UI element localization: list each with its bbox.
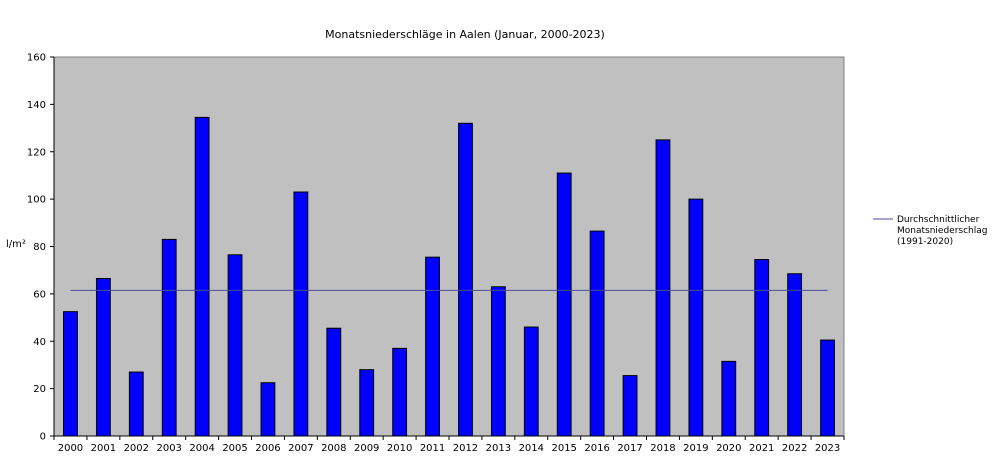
bar-2008 [326, 327, 342, 437]
bar-2002 [128, 371, 144, 437]
legend-label-line: Durchschnittlicher [897, 215, 980, 225]
bar-2007 [293, 191, 309, 437]
bar-2020 [721, 360, 737, 437]
bar-2006 [260, 382, 276, 437]
bar-2001 [95, 277, 111, 437]
y-tick-label: 40 [33, 337, 46, 348]
bar-2021 [754, 259, 770, 437]
bar-series [63, 116, 835, 437]
x-tick-label: 2001 [91, 443, 116, 454]
y-tick-label: 120 [27, 147, 46, 158]
x-tick-label: 2016 [584, 443, 609, 454]
y-tick-label: 140 [27, 100, 46, 111]
bar-2014 [523, 326, 539, 437]
bar-2003 [161, 238, 177, 437]
bar-2004 [194, 116, 210, 437]
bar-2005 [227, 254, 243, 437]
y-tick-label: 80 [33, 242, 46, 253]
x-tick-label: 2000 [58, 443, 83, 454]
bar-2017 [622, 375, 638, 437]
x-tick-label: 2012 [453, 443, 478, 454]
x-tick-label: 2009 [354, 443, 379, 454]
x-tick-label: 2011 [420, 443, 445, 454]
plot-area [53, 56, 845, 437]
y-tick-label: 0 [40, 432, 46, 443]
y-tick-label: 100 [27, 195, 46, 206]
x-tick-label: 2022 [782, 443, 807, 454]
bar-2010 [392, 347, 408, 437]
x-tick-label: 2003 [156, 443, 181, 454]
bar-2013 [490, 286, 506, 437]
bar-2022 [787, 273, 803, 437]
x-tick-label: 2002 [124, 443, 149, 454]
legend-label-line: Monatsniederschlag [897, 226, 987, 236]
x-tick-label: 2005 [222, 443, 247, 454]
x-tick-label: 2008 [321, 443, 346, 454]
x-axis: 2000 2001 2002 2003 2004 2005 2006 2007 2008 2009… [53, 435, 845, 454]
bar-2009 [359, 369, 375, 437]
legend: Durchschnittlicher Monatsniederschlag (199… [873, 215, 987, 247]
x-tick-label: 2015 [551, 443, 576, 454]
x-tick-label: 2004 [189, 443, 214, 454]
x-tick-label: 2020 [716, 443, 741, 454]
y-tick-label: 160 [27, 53, 46, 64]
bar-2000 [63, 311, 78, 437]
bar-2023 [820, 339, 835, 437]
x-tick-label: 2021 [749, 443, 774, 454]
bar-2015 [556, 172, 572, 437]
y-tick-label: 60 [33, 289, 46, 300]
legend-label: Durchschnittlicher Monatsniederschlag (199… [897, 215, 987, 247]
x-tick-label: 2014 [519, 443, 544, 454]
y-axis: 0 20 40 60 80 100 120 140 160 [27, 53, 55, 443]
bar-2016 [589, 230, 605, 437]
y-axis-title: l/m² [6, 239, 26, 250]
x-tick-label: 2019 [683, 443, 708, 454]
x-tick-label: 2018 [650, 443, 675, 454]
x-tick-label: 2017 [617, 443, 642, 454]
x-tick-label: 2013 [486, 443, 511, 454]
x-tick-label: 2010 [387, 443, 412, 454]
x-tick-label: 2023 [815, 443, 840, 454]
legend-label-line: (1991-2020) [897, 237, 953, 247]
y-tick-label: 20 [33, 384, 46, 395]
bar-2019 [688, 198, 704, 437]
x-tick-label: 2007 [288, 443, 313, 454]
bar-2018 [655, 139, 671, 437]
chart-title: Monatsniederschläge in Aalen (Januar, 20… [325, 28, 605, 41]
bar-2011 [425, 256, 440, 437]
bar-2012 [458, 122, 473, 437]
x-tick-label: 2006 [255, 443, 280, 454]
